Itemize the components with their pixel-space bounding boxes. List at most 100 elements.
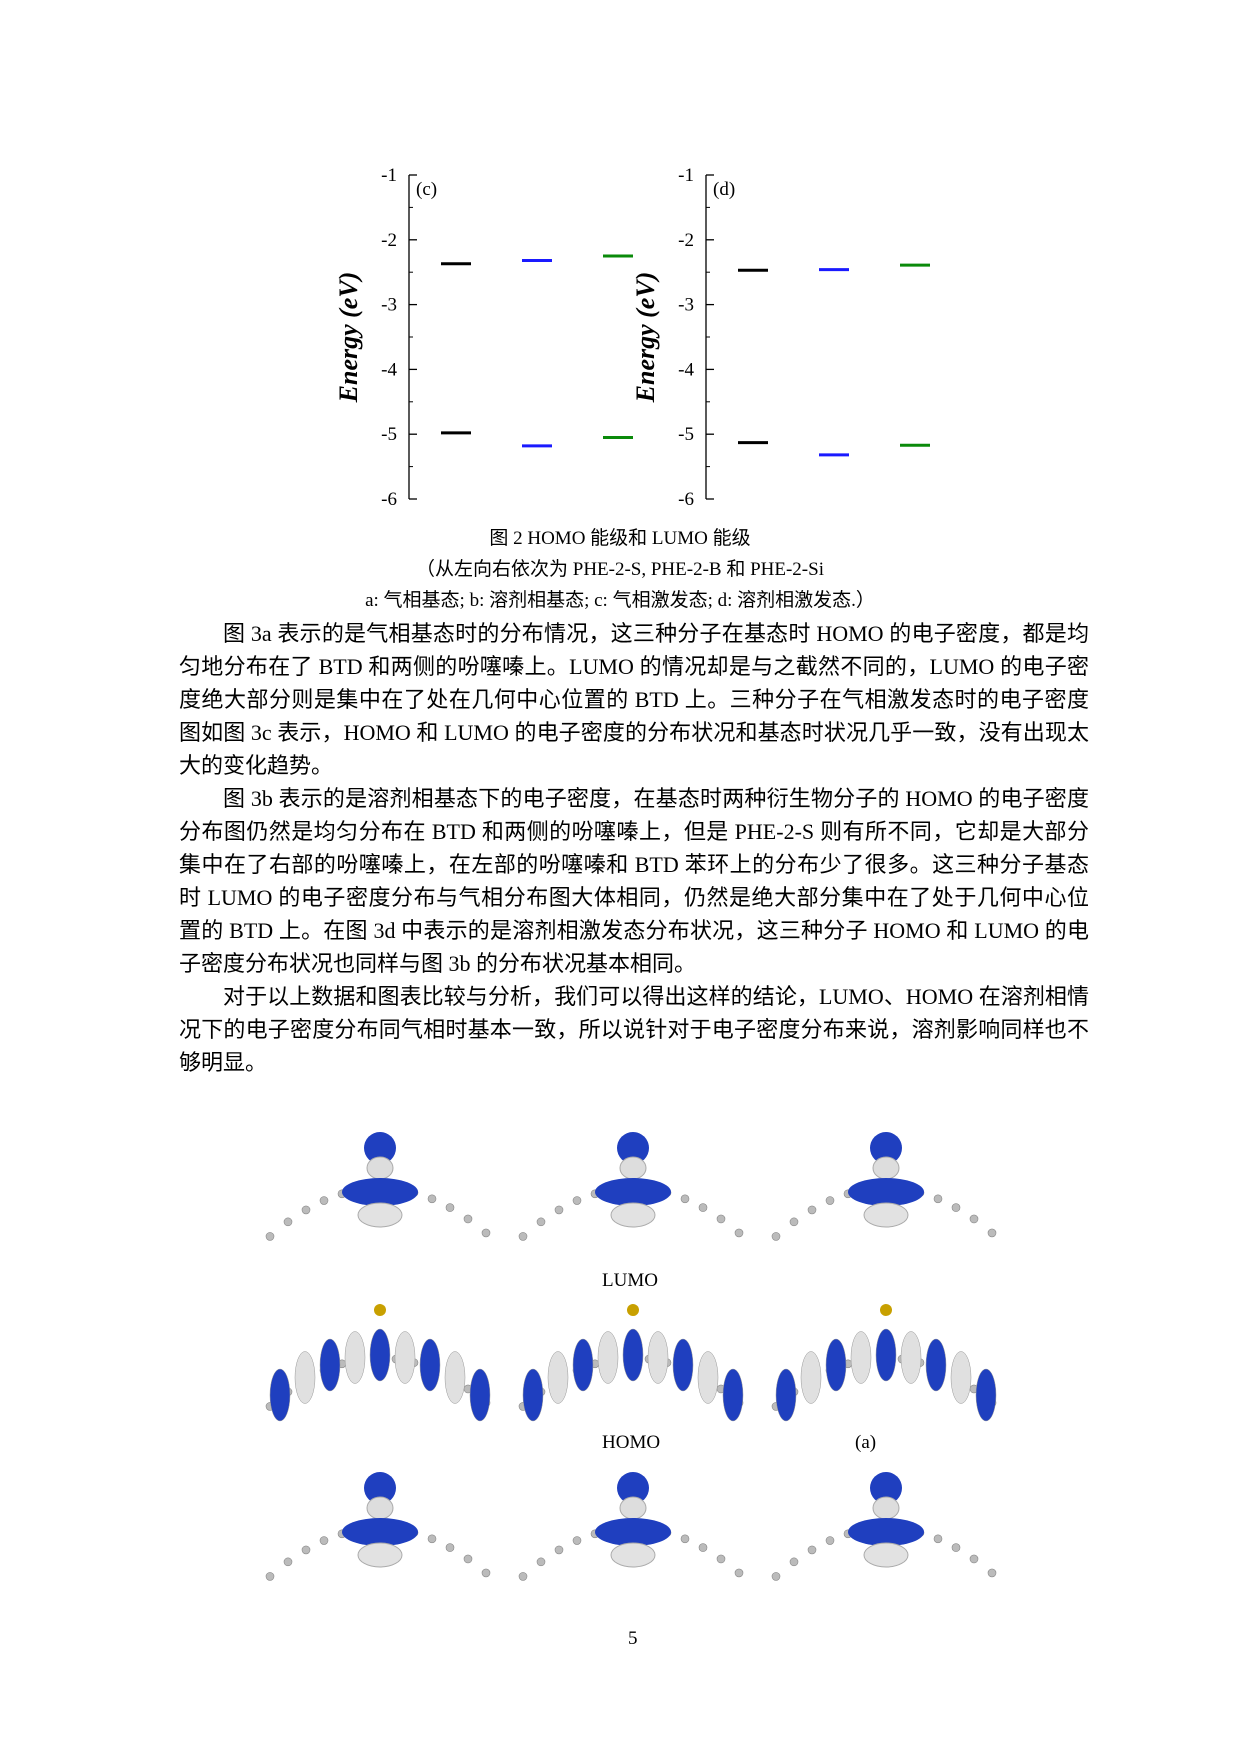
atom: [987, 1568, 997, 1578]
atom: [880, 1304, 892, 1316]
panel-label: (a): [855, 1432, 877, 1453]
y-axis-label: Energy (eV): [334, 272, 363, 404]
orbital-lobe: [342, 1518, 418, 1546]
y-tick-label: -4: [678, 359, 694, 380]
atom: [554, 1205, 564, 1215]
orbital-lobe: [572, 1338, 594, 1392]
orbital-lobe: [950, 1351, 972, 1404]
molecule-figure: [265, 1132, 997, 1581]
orbital-lobe: [848, 1178, 924, 1206]
orbital-lobe: [595, 1518, 671, 1546]
y-tick-label: -5: [678, 424, 694, 445]
orbital-lobe: [610, 1202, 656, 1228]
orbital-lobe: [394, 1331, 416, 1384]
orbital-lobe: [342, 1178, 418, 1206]
orbital-lobe: [547, 1351, 569, 1404]
orbital-lobe: [875, 1328, 897, 1382]
atom: [807, 1545, 817, 1555]
body-text: 图 3a 表示的是气相基态时的分布情况，这三种分子在基态时 HOMO 的电子密度…: [179, 617, 1089, 1079]
atom: [319, 1536, 329, 1545]
atom: [969, 1554, 979, 1564]
atom: [554, 1545, 564, 1555]
atom: [698, 1203, 708, 1212]
paragraph: 图 3a 表示的是气相基态时的分布情况，这三种分子在基态时 HOMO 的电子密度…: [179, 621, 1089, 778]
y-tick-label: -1: [678, 165, 694, 186]
atom: [771, 1232, 781, 1241]
orbital-lobe: [357, 1202, 403, 1228]
orbital-lobe: [366, 1496, 394, 1520]
orbital-lobe: [366, 1156, 394, 1180]
atom: [319, 1196, 329, 1205]
y-tick-label: -1: [381, 165, 397, 186]
atom: [463, 1554, 473, 1564]
y-axis-label: Energy (eV): [631, 272, 660, 404]
orbital-lobe: [344, 1331, 366, 1384]
orbital-lobe: [419, 1338, 441, 1392]
orbital-lobe: [775, 1368, 797, 1422]
orbital-lobe: [925, 1338, 947, 1392]
atom: [716, 1214, 726, 1224]
atom: [481, 1228, 491, 1238]
atom: [680, 1534, 690, 1544]
atom: [427, 1194, 437, 1204]
orbital-lobe: [617, 1132, 649, 1164]
atom: [481, 1568, 491, 1578]
panel-label: (d): [713, 179, 735, 200]
orbital-lobe: [364, 1132, 396, 1164]
atom: [734, 1228, 744, 1238]
atom: [680, 1194, 690, 1204]
orbital-lobe: [595, 1178, 671, 1206]
orbital-lobe: [850, 1331, 872, 1384]
orbital-lobe: [522, 1368, 544, 1422]
orbital-lobe: [622, 1328, 644, 1382]
y-tick-label: -6: [678, 489, 694, 510]
orbital-lobe: [597, 1331, 619, 1384]
orbital-lobe: [870, 1472, 902, 1504]
orbital-lobe: [872, 1496, 900, 1520]
atom: [518, 1232, 528, 1241]
y-tick-label: -4: [381, 359, 397, 380]
orbital-lobe: [369, 1328, 391, 1382]
orbital-lobe: [697, 1351, 719, 1404]
y-tick-label: -6: [381, 489, 397, 510]
atom: [789, 1217, 799, 1227]
atom: [698, 1543, 708, 1552]
orbital-lobe: [872, 1156, 900, 1180]
orbital-lobe: [444, 1351, 466, 1404]
atom: [789, 1557, 799, 1567]
atom: [265, 1572, 275, 1581]
orbital-lobe: [870, 1132, 902, 1164]
orbital-lobe: [647, 1331, 669, 1384]
page-number: 5: [628, 1628, 638, 1649]
paragraph: 对于以上数据和图表比较与分析，我们可以得出这样的结论，LUMO、HOMO 在溶剂…: [179, 984, 1089, 1075]
atom: [969, 1214, 979, 1224]
panel-label: (c): [416, 179, 437, 200]
orbital-lobe: [619, 1496, 647, 1520]
atom: [807, 1205, 817, 1215]
caption-line: （从左向右依次为 PHE-2-S, PHE-2-B 和 PHE-2-Si: [416, 559, 824, 580]
atom: [716, 1554, 726, 1564]
atom: [301, 1205, 311, 1215]
atom: [825, 1196, 835, 1205]
energy-charts: -1 -2 -3 -4 -5 -6 (c) Energy (eV) -1 -2 -3 -4 -5 -6 (d…: [334, 165, 930, 510]
atom: [627, 1304, 639, 1316]
atom: [987, 1228, 997, 1238]
atom: [933, 1534, 943, 1544]
atom: [933, 1194, 943, 1204]
atom: [951, 1543, 961, 1552]
orbital-lobe: [800, 1351, 822, 1404]
atom: [374, 1304, 386, 1316]
orbital-lobe: [863, 1202, 909, 1228]
atom: [445, 1203, 455, 1212]
homo-label: HOMO: [602, 1432, 661, 1453]
atom: [301, 1545, 311, 1555]
orbital-lobe: [294, 1351, 316, 1404]
y-tick-label: -2: [678, 230, 694, 251]
atom: [283, 1217, 293, 1227]
atom: [463, 1214, 473, 1224]
orbital-lobe: [619, 1156, 647, 1180]
y-tick-label: -3: [381, 295, 397, 316]
caption-title: 图 2 HOMO 能级和 LUMO 能级: [489, 528, 751, 549]
atom: [445, 1543, 455, 1552]
